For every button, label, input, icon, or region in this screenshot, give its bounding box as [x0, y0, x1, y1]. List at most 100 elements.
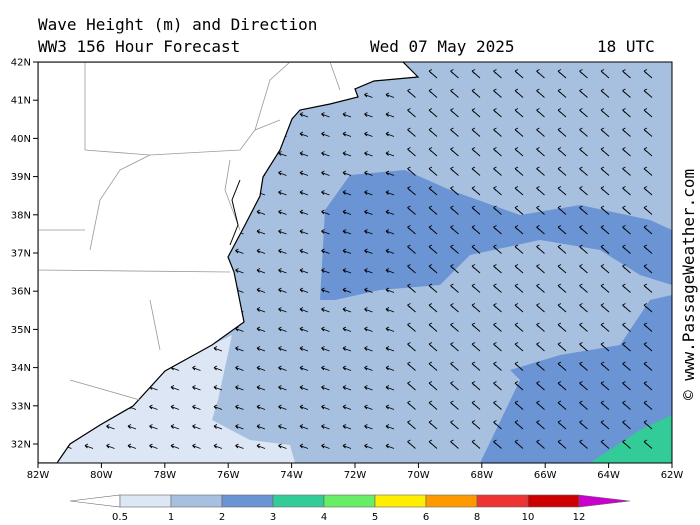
arrow: [514, 439, 524, 449]
colorbar-cell: [69, 494, 121, 508]
arrow: [235, 443, 244, 449]
arrow: [600, 69, 610, 79]
arrow: [450, 69, 459, 79]
arrow: [321, 365, 330, 371]
arrow: [450, 361, 459, 371]
arrow: [428, 361, 438, 371]
colorbar-label: 10: [522, 512, 535, 523]
arrow: [106, 443, 115, 449]
arrow: [450, 147, 459, 157]
arrow: [299, 326, 309, 332]
arrow: [364, 365, 373, 371]
arrow: [256, 443, 266, 449]
arrow: [428, 342, 438, 352]
arrow: [385, 365, 395, 371]
arrow: [364, 112, 373, 118]
arrow: [278, 229, 287, 235]
arrow: [471, 361, 481, 371]
colorbar-label: 6: [423, 512, 429, 523]
lon-label: 68W: [470, 470, 493, 481]
arrow: [299, 170, 309, 176]
arrow: [299, 268, 309, 274]
arrow: [385, 248, 395, 254]
arrow: [364, 190, 373, 196]
arrow: [514, 108, 524, 118]
arrow: [385, 151, 395, 157]
arrow: [256, 404, 266, 410]
arrow: [385, 131, 395, 137]
arrow: [321, 131, 330, 137]
arrow: [321, 287, 330, 293]
arrow: [557, 420, 567, 430]
lon-label: 80W: [90, 470, 113, 481]
arrow: [471, 186, 481, 196]
arrow: [342, 307, 352, 313]
arrow: [450, 303, 459, 313]
state-borders: [38, 62, 341, 401]
arrow: [299, 346, 309, 352]
arrow: [622, 69, 631, 79]
arrow: [299, 229, 309, 235]
arrow: [299, 112, 309, 118]
arrow: [514, 166, 524, 176]
arrow: [364, 92, 373, 98]
lon-label: 76W: [217, 470, 240, 481]
arrow: [600, 147, 610, 157]
arrow: [450, 88, 459, 98]
arrow: [514, 322, 524, 332]
arrow: [278, 424, 287, 430]
arrow: [643, 225, 653, 235]
arrow: [600, 88, 610, 98]
arrow: [493, 205, 502, 215]
arrow: [493, 283, 502, 293]
arrow: [364, 209, 373, 215]
arrow: [579, 186, 588, 196]
arrow: [364, 307, 373, 313]
arrow: [450, 381, 459, 391]
arrow: [579, 381, 588, 391]
arrow: [622, 400, 631, 410]
arrow: [600, 166, 610, 176]
arrow: [428, 381, 438, 391]
colorbar-cell: [170, 494, 223, 508]
arrow: [407, 322, 416, 332]
lon-label: 72W: [344, 470, 367, 481]
arrow: [428, 127, 438, 137]
arrow: [364, 346, 373, 352]
arrow: [536, 361, 545, 371]
arrow: [299, 307, 309, 313]
arrow: [600, 400, 610, 410]
arrow: [579, 303, 588, 313]
arrow: [622, 244, 631, 254]
land: [38, 62, 420, 463]
arrow: [600, 264, 610, 274]
arrow: [213, 346, 223, 352]
arrow: [536, 381, 545, 391]
arrow: [493, 400, 502, 410]
arrow: [622, 205, 631, 215]
arrow: [192, 365, 201, 371]
arrow: [192, 385, 201, 391]
arrow: [385, 346, 395, 352]
arrow: [235, 346, 244, 352]
arrow: [342, 131, 352, 137]
arrow: [579, 147, 588, 157]
arrow: [536, 283, 545, 293]
arrow: [321, 307, 330, 313]
arrow: [278, 443, 287, 449]
arrow: [278, 170, 287, 176]
arrow: [600, 420, 610, 430]
arrow: [149, 424, 158, 430]
arrow: [493, 147, 502, 157]
arrow: [600, 439, 610, 449]
arrow: [536, 244, 545, 254]
arrow: [407, 166, 416, 176]
arrow: [622, 108, 631, 118]
watermark: © www.PassageWeather.com: [679, 169, 698, 400]
arrow: [536, 420, 545, 430]
arrow: [514, 420, 524, 430]
arrow: [579, 205, 588, 215]
arrow: [342, 151, 352, 157]
arrow: [256, 365, 266, 371]
